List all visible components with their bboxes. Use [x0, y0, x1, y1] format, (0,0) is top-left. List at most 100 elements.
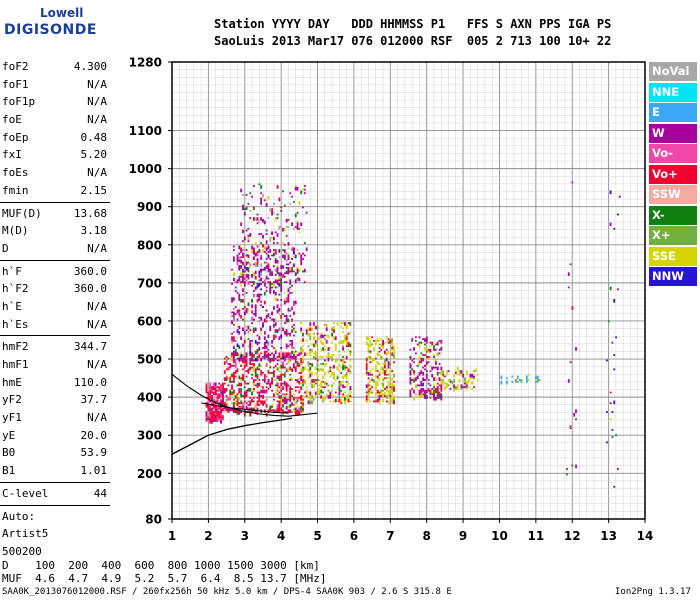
echo-point — [302, 398, 304, 401]
echo-point — [298, 396, 301, 399]
file-info-footer: SAA0K_2013076012000.RSF / 260fx256h 50 k… — [2, 587, 452, 597]
echo-point — [427, 350, 430, 353]
echo-point — [252, 354, 255, 357]
echo-point — [252, 318, 255, 321]
echo-point — [240, 259, 243, 264]
echo-point — [342, 363, 344, 365]
echo-point — [440, 380, 443, 385]
echo-point — [240, 188, 243, 193]
echo-point — [433, 386, 435, 389]
echo-point — [455, 386, 457, 390]
echo-point — [282, 313, 284, 316]
echo-point — [251, 281, 253, 284]
echo-point — [276, 331, 279, 333]
echo-point — [282, 254, 284, 259]
echo-point — [387, 400, 390, 405]
echo-point — [294, 379, 297, 381]
echo-point — [232, 352, 235, 357]
echo-point — [262, 218, 264, 223]
echo-point — [262, 388, 264, 390]
echo-point — [280, 284, 283, 289]
echo-point — [311, 384, 314, 389]
echo-point — [409, 380, 412, 385]
echo-point — [425, 350, 428, 353]
echo-point — [456, 384, 459, 389]
echo-point — [236, 412, 239, 415]
echo-point — [242, 395, 244, 397]
echo-point — [424, 347, 426, 351]
echo-point — [422, 395, 425, 397]
param-row-foe: foE N/A — [0, 111, 110, 129]
echo-point — [285, 407, 288, 410]
echo-point — [387, 361, 390, 365]
y-tick-label: 1100 — [129, 124, 162, 138]
param-row-foes: foEs N/A — [0, 164, 110, 182]
echo-point — [263, 354, 266, 358]
echo-point — [325, 356, 328, 358]
echo-point — [278, 197, 281, 202]
legend-item-sse: SSE — [649, 246, 697, 266]
echo-point — [431, 341, 434, 346]
echo-point — [240, 336, 243, 341]
echo-point — [413, 370, 415, 374]
echo-point — [234, 363, 237, 367]
echo-point — [323, 372, 326, 374]
echo-point — [240, 265, 243, 268]
echo-point — [342, 345, 344, 348]
echo-point — [303, 254, 306, 257]
param-key: h`E — [2, 299, 22, 313]
echo-point — [247, 202, 250, 205]
echo-point — [433, 377, 435, 381]
echo-point — [309, 350, 312, 353]
echo-point — [420, 380, 423, 383]
echo-point — [269, 327, 272, 332]
echo-point — [340, 366, 343, 369]
param-key: hmF1 — [2, 358, 29, 371]
echo-point — [349, 331, 352, 333]
echo-point — [242, 368, 244, 371]
x-tick-label: 10 — [491, 529, 508, 543]
echo-point — [378, 372, 381, 374]
echo-point — [434, 348, 437, 351]
echo-point — [274, 231, 277, 234]
echo-point — [242, 268, 244, 273]
echo-point — [316, 359, 319, 362]
echo-point — [243, 208, 246, 211]
echo-point — [305, 247, 308, 252]
echo-point — [434, 366, 437, 369]
echo-point — [265, 320, 268, 323]
echo-point — [249, 192, 252, 195]
echo-point — [305, 389, 308, 394]
echo-point — [252, 366, 255, 371]
echo-point — [456, 373, 459, 376]
echo-point — [267, 370, 270, 373]
echo-point — [291, 329, 293, 332]
echo-point — [300, 347, 303, 349]
echo-point — [258, 379, 261, 381]
echo-point — [227, 357, 230, 360]
echo-point — [444, 386, 446, 390]
echo-point — [391, 347, 394, 351]
echo-point — [220, 388, 223, 390]
echo-point — [444, 382, 446, 385]
echo-point — [345, 398, 348, 401]
echo-point — [333, 329, 335, 333]
echo-point — [273, 366, 275, 369]
echo-point — [247, 254, 250, 259]
echo-point — [294, 272, 297, 276]
echo-point — [256, 283, 259, 285]
echo-point — [311, 363, 314, 367]
echo-point — [238, 411, 241, 413]
echo-point — [238, 331, 241, 335]
echo-point — [274, 384, 277, 387]
echo-point — [251, 322, 253, 324]
echo-point — [291, 307, 293, 310]
param-row-hmf1: hmF1 N/A — [0, 356, 110, 374]
echo-point — [285, 218, 288, 223]
echo-point — [234, 286, 237, 289]
param-value: N/A — [87, 317, 107, 331]
echo-point — [223, 405, 226, 410]
echo-point — [271, 345, 273, 348]
echo-point — [291, 395, 293, 397]
echo-point — [371, 379, 374, 381]
